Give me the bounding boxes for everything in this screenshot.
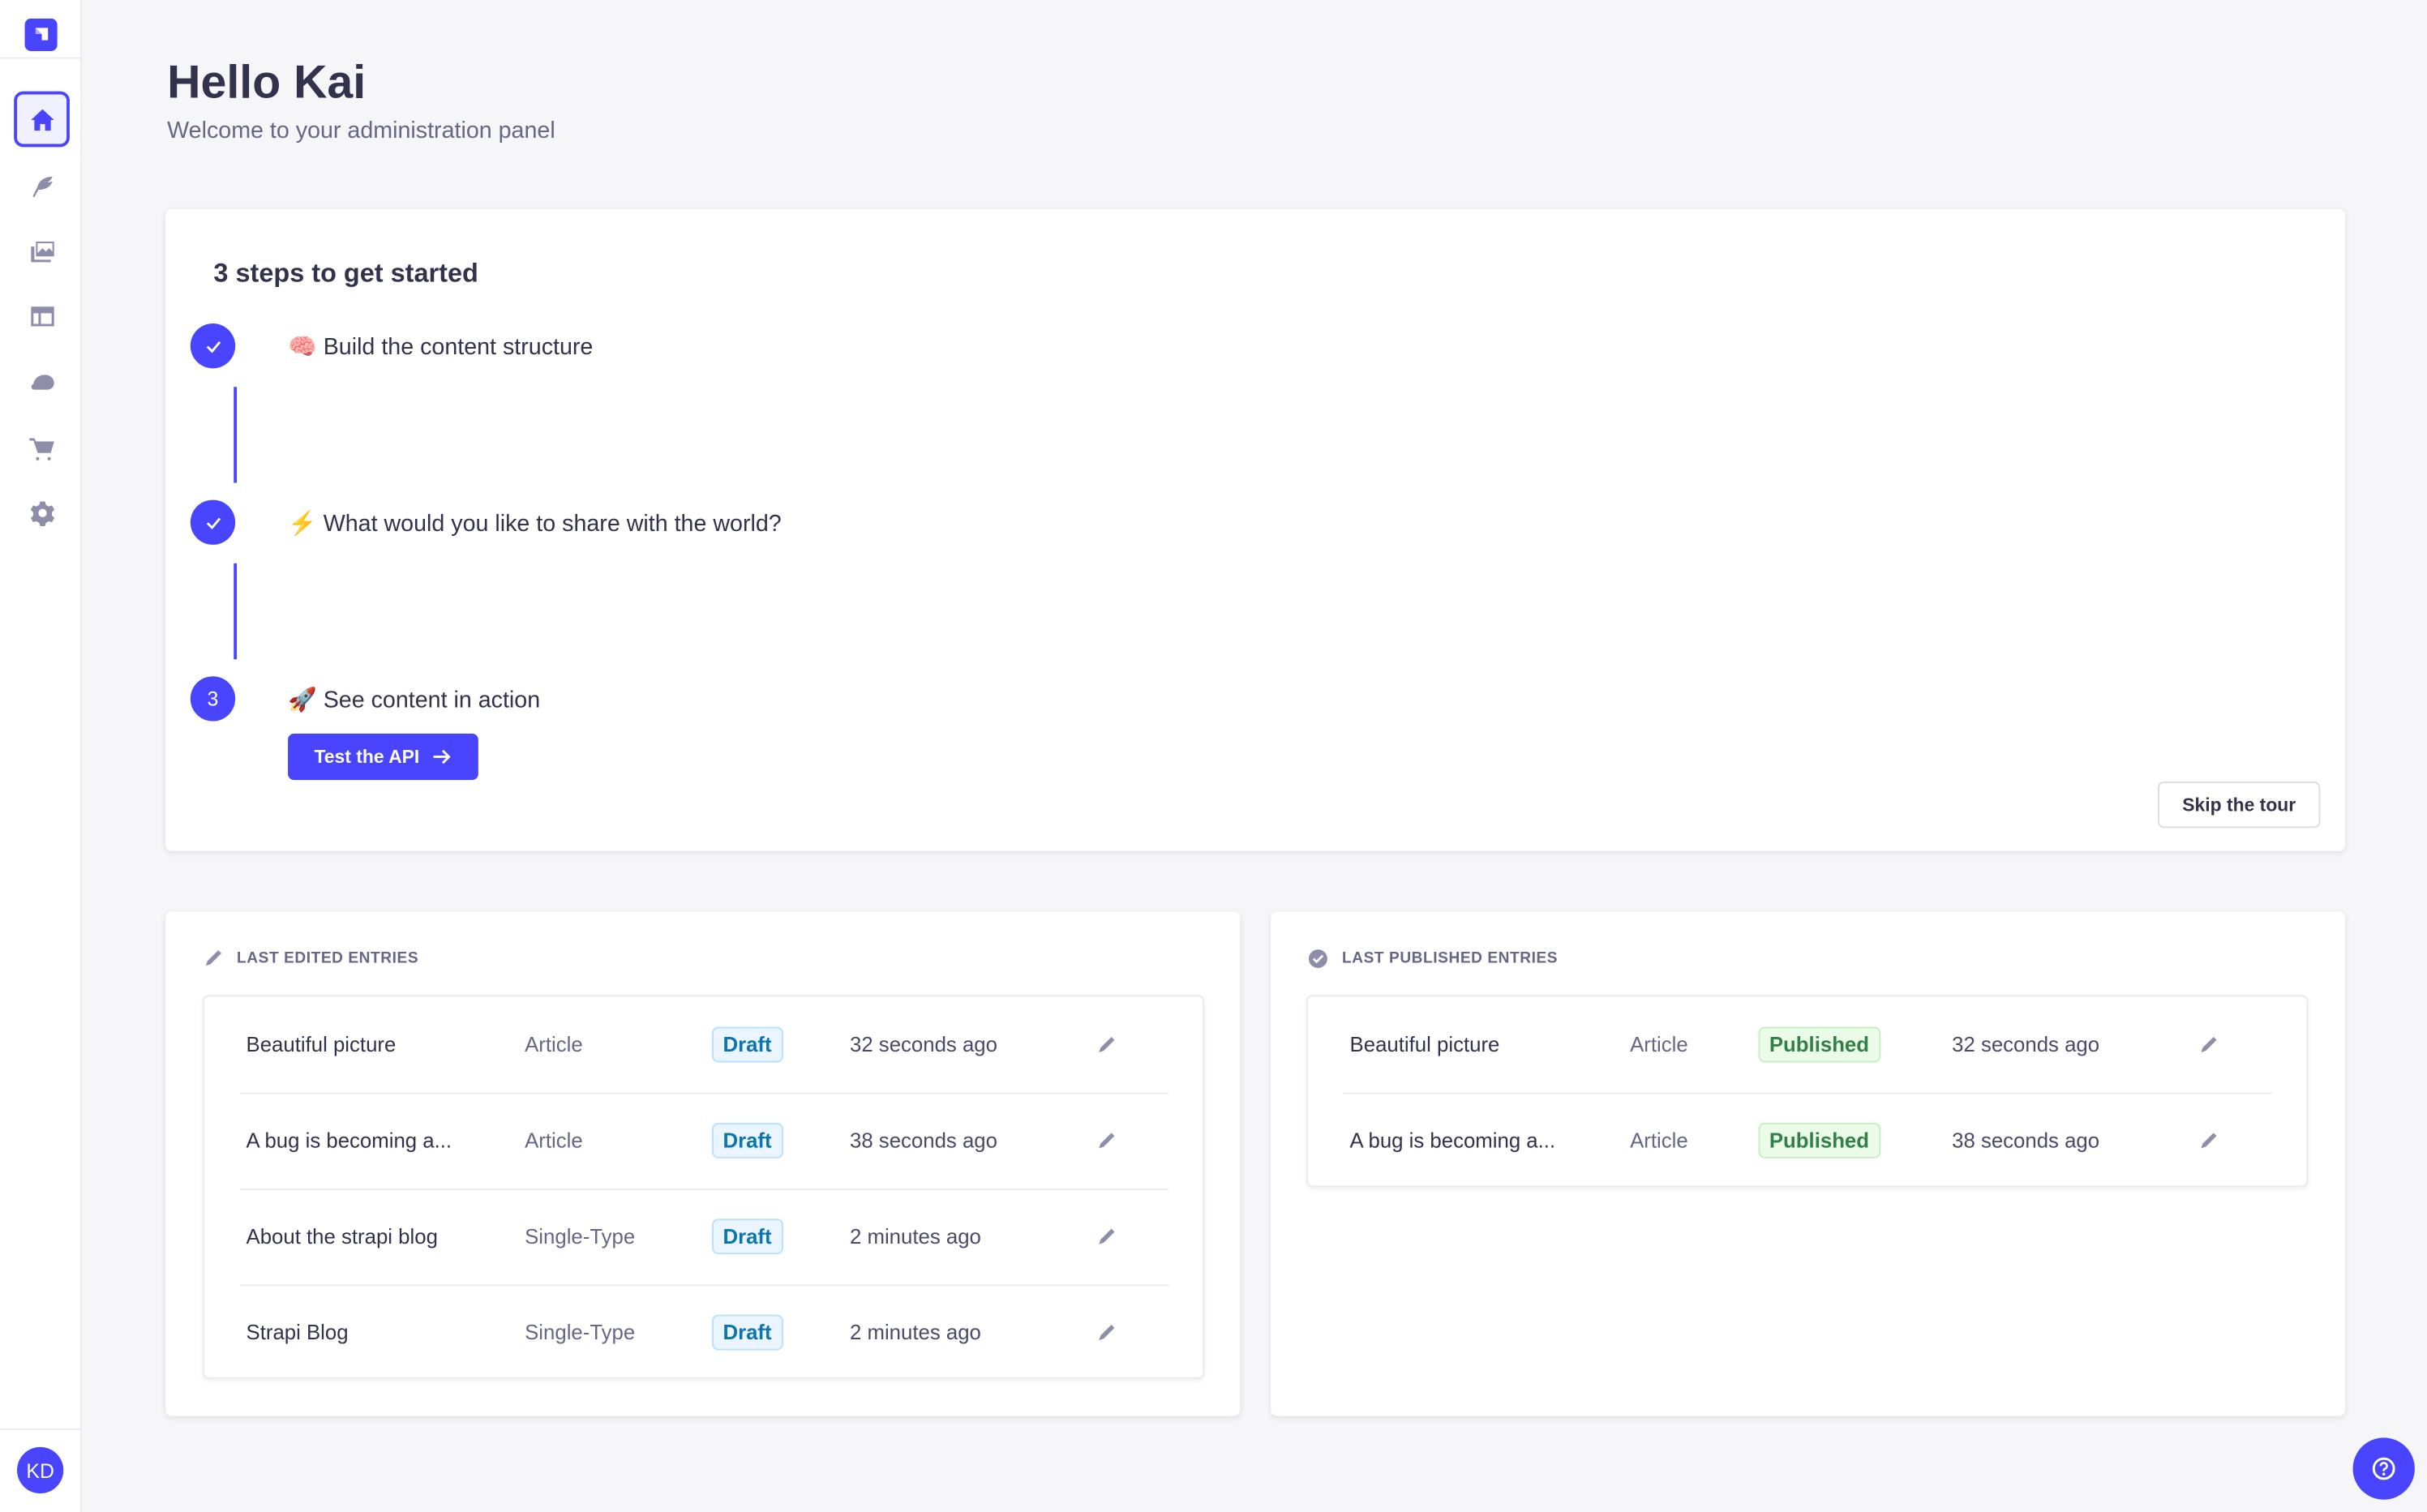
gear-icon [29,500,54,526]
section-title: LAST PUBLISHED ENTRIES [1342,950,1559,968]
cart-icon [28,437,54,460]
entry-updated-time: 32 seconds ago [1952,1033,2100,1056]
page-title: Hello Kai [167,57,367,109]
entry-name: Beautiful picture [246,1033,397,1056]
sidebar-item-settings[interactable] [14,484,70,540]
status-badge: Draft [712,1026,783,1063]
button-label: Test the API [314,746,420,768]
sidebar-item-content-manager[interactable] [14,158,70,214]
row-divider [239,1284,1169,1287]
step-label: Build the content structure [323,334,594,361]
guided-tour-card: 3 steps to get started 3 🧠 Build the con… [165,208,2345,851]
pencil-icon[interactable] [1097,1131,1116,1150]
last-published-table: Beautiful picture Article Published 32 seco… [1306,995,2309,1189]
last-edited-table: Beautiful picture Article Draft 32 seconds … [203,995,1205,1380]
check-circle-icon [1308,949,1327,969]
sidebar-item-cloud[interactable] [14,353,70,409]
images-icon [30,241,54,262]
step-1: 🧠 Build the content structure [288,332,593,360]
check-icon [205,340,221,353]
last-edited-card: LAST EDITED ENTRIES Beautiful picture Art… [165,911,1241,1416]
pencil-icon[interactable] [1097,1227,1116,1246]
last-published-card: LAST PUBLISHED ENTRIES Beautiful picture… [1271,911,2345,1416]
entry-updated-time: 38 seconds ago [1952,1129,2100,1153]
table-row[interactable]: Beautiful picture Article Published 32 seco… [1344,996,2272,1092]
entry-updated-time: 38 seconds ago [849,1129,997,1153]
entry-updated-time: 32 seconds ago [849,1033,997,1056]
step-label: What would you like to share with the wo… [323,510,782,538]
entry-type: Article [525,1033,583,1056]
sidebar-item-content-type-builder[interactable] [14,288,70,344]
avatar[interactable]: KD [16,1446,64,1494]
row-divider [239,1189,1169,1190]
status-badge: Draft [712,1314,783,1351]
section-title: LAST EDITED ENTRIES [237,950,419,968]
pencil-icon[interactable] [1097,1323,1116,1342]
feather-icon [32,175,52,197]
row-divider [1343,1092,2273,1094]
strapi-logo[interactable] [24,18,58,51]
entry-name: Beautiful picture [1349,1033,1500,1056]
brain-icon: 🧠 [288,334,317,361]
sidebar-item-home[interactable] [14,91,70,148]
step-2: ⚡ What would you like to share with the … [288,509,782,537]
sidebar-divider [0,57,83,59]
pencil-icon[interactable] [2200,1035,2219,1054]
sidebar-item-marketplace[interactable] [14,419,70,475]
table-row[interactable]: A bug is becoming a... Article Published 38… [1344,1093,2272,1189]
guided-tour-title: 3 steps to get started [213,258,478,289]
status-badge: Draft [712,1122,783,1159]
step-label: See content in action [323,687,541,714]
table-row[interactable]: Strapi Blog Single-Type Draft 2 minutes ago [240,1284,1168,1380]
pencil-icon[interactable] [2200,1131,2219,1150]
entry-type: Article [1630,1129,1688,1153]
entry-name: A bug is becoming a... [1349,1129,1556,1153]
sidebar: KD [0,0,83,1512]
entry-name: Strapi Blog [246,1321,349,1344]
question-circle-icon [2372,1457,2395,1480]
row-divider [239,1092,1169,1094]
entry-updated-time: 2 minutes ago [849,1224,981,1249]
home-icon [30,108,54,131]
entry-name: About the strapi blog [246,1224,438,1249]
page-subtitle: Welcome to your administration panel [167,118,555,144]
step-2-check [190,499,236,545]
skip-tour-button[interactable]: Skip the tour [2158,781,2321,829]
entry-updated-time: 2 minutes ago [849,1321,981,1344]
table-row[interactable]: A bug is becoming a... Article Draft 38 sec… [240,1093,1168,1189]
step-3: 🚀 See content in action [288,686,540,713]
test-the-api-button[interactable]: Test the API [288,733,478,781]
sidebar-item-media-library[interactable] [14,223,70,279]
help-button[interactable] [2352,1437,2415,1500]
status-badge: Published [1758,1026,1880,1063]
layout-icon [30,306,54,326]
step-3-number: 3 [190,676,236,722]
status-badge: Published [1758,1122,1880,1159]
step-1-check [190,323,236,369]
entry-type: Article [525,1129,583,1153]
pencil-icon [205,950,221,966]
table-row[interactable]: Beautiful picture Article Draft 32 seconds … [240,996,1168,1092]
entry-type: Single-Type [525,1321,636,1344]
entry-name: A bug is becoming a... [246,1129,452,1153]
sidebar-divider [0,1428,83,1430]
pencil-icon[interactable] [1097,1035,1116,1054]
lightning-icon: ⚡ [288,510,317,538]
rocket-icon: 🚀 [288,687,317,714]
table-row[interactable]: About the strapi blog Single-Type Draft 2 m… [240,1189,1168,1284]
cloud-icon [30,374,54,389]
arrow-right-icon [433,749,451,765]
entry-type: Single-Type [525,1224,636,1249]
entry-type: Article [1630,1033,1688,1056]
check-icon [205,516,221,529]
step-connector [234,563,238,660]
step-connector [234,387,238,483]
status-badge: Draft [712,1219,783,1255]
